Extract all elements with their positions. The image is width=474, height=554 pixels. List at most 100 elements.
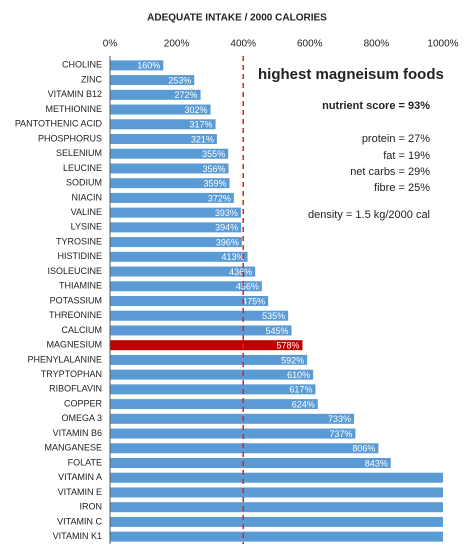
bar bbox=[110, 119, 216, 130]
bar bbox=[110, 178, 230, 189]
category-label: PHENYLALANINE bbox=[27, 354, 102, 364]
value-label: 302% bbox=[185, 105, 208, 115]
bar bbox=[110, 384, 316, 395]
category-label: SODIUM bbox=[66, 178, 102, 188]
bar bbox=[110, 237, 242, 248]
bar bbox=[110, 458, 391, 468]
bar bbox=[110, 340, 303, 351]
annotation: protein = 27% bbox=[362, 133, 430, 145]
category-label: PANTOTHENIC ACID bbox=[15, 119, 103, 129]
category-label: VITAMIN E bbox=[58, 487, 102, 497]
bar bbox=[110, 148, 229, 159]
bar bbox=[110, 399, 318, 410]
category-label: VITAMIN K1 bbox=[53, 531, 102, 541]
x-tick-label: 0% bbox=[103, 39, 118, 50]
x-tick-label: 200% bbox=[164, 39, 190, 50]
chart-title: ADEQUATE INTAKE / 2000 CALORIES bbox=[147, 13, 327, 24]
category-label: PHOSPHORUS bbox=[38, 133, 102, 143]
annotation: nutrient score = 93% bbox=[322, 100, 430, 112]
x-tick-label: 400% bbox=[230, 39, 256, 50]
bar bbox=[110, 354, 308, 365]
category-label: FOLATE bbox=[68, 457, 102, 467]
value-label: 372% bbox=[208, 193, 231, 203]
value-label: 321% bbox=[191, 134, 214, 144]
category-label: HISTIDINE bbox=[57, 251, 102, 261]
bar bbox=[110, 516, 443, 527]
annotation: net carbs = 29% bbox=[350, 166, 430, 178]
value-label: 843% bbox=[365, 458, 388, 468]
category-label: LYSINE bbox=[71, 222, 102, 232]
bar bbox=[110, 104, 211, 115]
value-label: 355% bbox=[202, 149, 225, 159]
value-label: 317% bbox=[190, 120, 213, 130]
bar bbox=[110, 192, 234, 203]
value-label: 396% bbox=[216, 237, 239, 247]
bar bbox=[110, 472, 443, 483]
bar bbox=[110, 75, 195, 86]
category-label: POTASSIUM bbox=[50, 295, 102, 305]
bar bbox=[110, 443, 379, 454]
category-label: IRON bbox=[80, 502, 103, 512]
category-label: CALCIUM bbox=[61, 325, 102, 335]
annotation: fat = 19% bbox=[383, 150, 430, 162]
bar bbox=[110, 251, 248, 262]
category-label: VITAMIN B12 bbox=[48, 89, 102, 99]
value-label: 356% bbox=[203, 164, 226, 174]
x-tick-label: 800% bbox=[364, 39, 390, 50]
bar bbox=[110, 134, 217, 144]
value-label: 610% bbox=[287, 370, 310, 380]
category-label: TRYPTOPHAN bbox=[41, 369, 102, 379]
value-label: 545% bbox=[265, 326, 288, 336]
value-label: 456% bbox=[236, 282, 259, 292]
category-label: RIBOFLAVIN bbox=[49, 384, 102, 394]
bar bbox=[110, 89, 201, 100]
category-label: VITAMIN B6 bbox=[53, 428, 102, 438]
bar bbox=[110, 163, 229, 174]
value-label: 413% bbox=[221, 252, 244, 262]
value-label: 592% bbox=[281, 355, 304, 365]
bar bbox=[110, 487, 443, 498]
bar bbox=[110, 310, 289, 321]
bar bbox=[110, 428, 356, 439]
value-label: 733% bbox=[328, 414, 351, 424]
value-label: 160% bbox=[137, 61, 160, 71]
annotation: highest magneisum foods bbox=[258, 66, 444, 83]
bar bbox=[110, 222, 242, 233]
category-label: CHOLINE bbox=[62, 60, 102, 70]
annotation: density = 1.5 kg/2000 cal bbox=[308, 209, 430, 221]
category-label: VITAMIN C bbox=[57, 516, 102, 526]
value-label: 393% bbox=[215, 208, 238, 218]
bar bbox=[110, 502, 443, 513]
value-label: 394% bbox=[215, 223, 238, 233]
bar bbox=[110, 296, 269, 306]
category-label: THREONINE bbox=[49, 310, 102, 320]
category-label: THIAMINE bbox=[59, 281, 102, 291]
value-label: 436% bbox=[229, 267, 252, 277]
x-tick-label: 600% bbox=[297, 39, 323, 50]
category-label: METHIONINE bbox=[45, 104, 102, 114]
value-label: 535% bbox=[262, 311, 285, 321]
category-label: MANGANESE bbox=[44, 443, 102, 453]
value-label: 737% bbox=[329, 429, 352, 439]
value-label: 806% bbox=[352, 444, 375, 454]
category-label: OMEGA 3 bbox=[61, 413, 102, 423]
value-label: 359% bbox=[204, 179, 227, 189]
value-label: 578% bbox=[276, 341, 299, 351]
category-label: NIACIN bbox=[71, 192, 102, 202]
value-label: 475% bbox=[242, 296, 265, 306]
annotation: fibre = 25% bbox=[374, 182, 430, 194]
value-label: 624% bbox=[292, 399, 315, 409]
category-label: SELENIUM bbox=[56, 148, 102, 158]
category-label: MAGNESIUM bbox=[46, 340, 102, 350]
category-label: LEUCINE bbox=[63, 163, 102, 173]
value-label: 272% bbox=[175, 90, 198, 100]
bar bbox=[110, 207, 241, 218]
bar bbox=[110, 413, 355, 424]
bar bbox=[110, 281, 262, 292]
bar bbox=[110, 266, 256, 277]
x-tick-label: 1000% bbox=[427, 39, 458, 50]
category-label: ZINC bbox=[81, 74, 102, 84]
category-label: VITAMIN A bbox=[58, 472, 102, 482]
bar bbox=[110, 60, 164, 71]
